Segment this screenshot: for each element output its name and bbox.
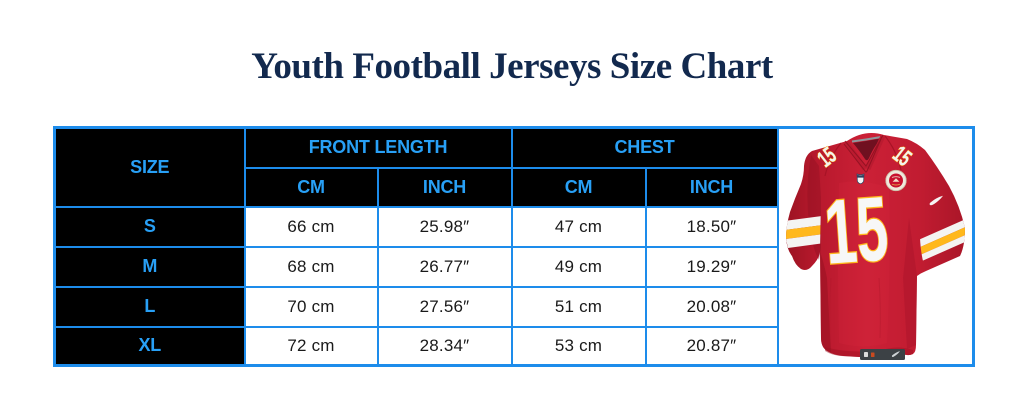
svg-text:15: 15 [821,178,891,284]
